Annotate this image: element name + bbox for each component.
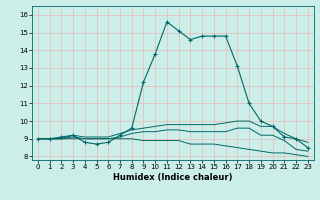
X-axis label: Humidex (Indice chaleur): Humidex (Indice chaleur) bbox=[113, 173, 233, 182]
